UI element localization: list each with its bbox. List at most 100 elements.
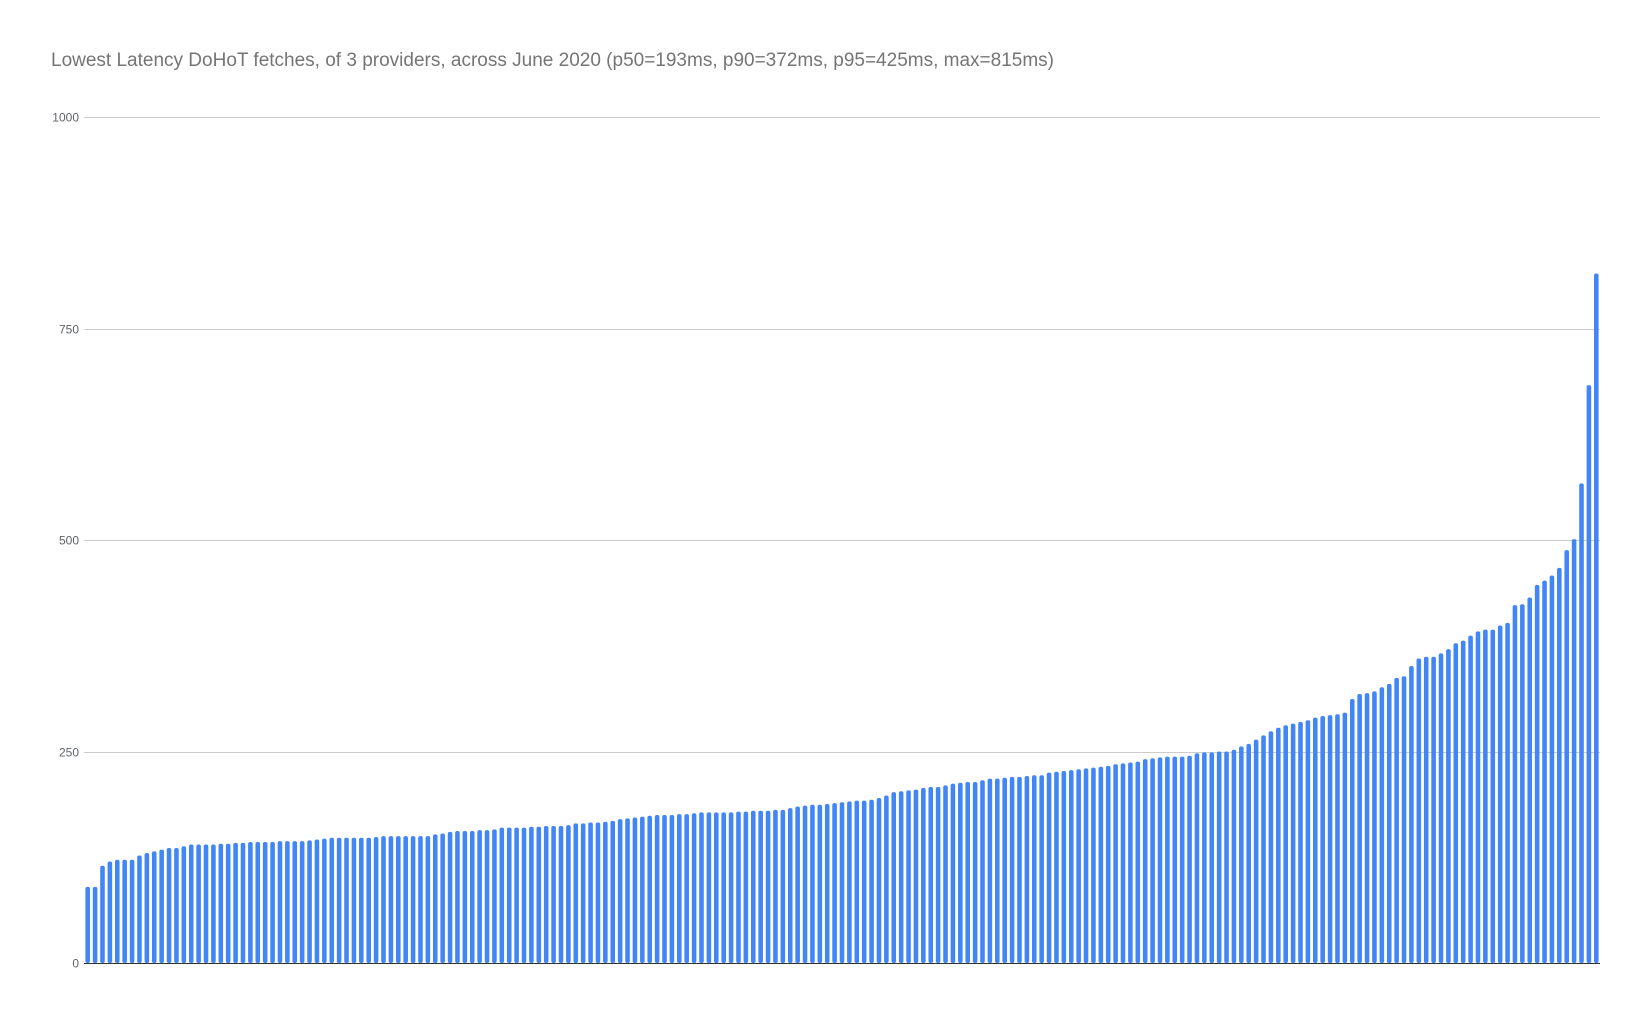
bar <box>1453 643 1459 963</box>
bar <box>188 844 194 963</box>
bar <box>543 825 549 963</box>
bar <box>928 787 934 963</box>
bar <box>736 811 741 963</box>
bar <box>233 842 238 963</box>
y-tick-label: 500 <box>59 534 79 548</box>
bar <box>1113 764 1118 963</box>
bar <box>536 826 542 963</box>
bar <box>351 837 357 963</box>
bar <box>758 810 763 963</box>
bar <box>1128 762 1133 963</box>
bar <box>129 859 135 963</box>
bar <box>484 830 490 963</box>
bar <box>1083 768 1089 963</box>
bar <box>329 837 335 963</box>
bar <box>640 816 645 963</box>
bar <box>935 787 941 963</box>
bar <box>381 836 386 963</box>
bar <box>1194 753 1200 963</box>
bar <box>566 825 571 963</box>
bar <box>418 836 423 963</box>
bar <box>1386 683 1392 963</box>
bar <box>1120 763 1126 963</box>
bar <box>884 795 889 963</box>
bar <box>144 853 150 963</box>
bar <box>248 842 253 963</box>
bar <box>307 840 312 963</box>
bar <box>802 805 808 963</box>
bar <box>669 814 675 963</box>
bar <box>1142 759 1148 963</box>
bar <box>1431 656 1436 963</box>
bar <box>1483 629 1488 963</box>
bar <box>469 831 475 963</box>
bar <box>617 819 623 963</box>
bar <box>1216 751 1222 963</box>
bar <box>551 825 556 963</box>
bar <box>388 836 394 963</box>
bar <box>1409 666 1414 963</box>
bar <box>1046 772 1052 963</box>
bar <box>299 841 305 963</box>
bar <box>107 861 113 963</box>
y-tick-label: 1000 <box>52 111 79 125</box>
bar <box>114 859 120 963</box>
bar <box>580 823 586 963</box>
bar <box>1031 775 1037 963</box>
bar <box>869 799 874 963</box>
bar <box>662 814 667 963</box>
bar <box>647 815 653 963</box>
bar <box>839 802 845 963</box>
bar <box>336 837 342 963</box>
bar <box>225 843 231 963</box>
bar <box>277 841 283 963</box>
bar <box>1490 629 1496 963</box>
bar <box>780 809 786 963</box>
bar <box>529 826 534 963</box>
bar <box>1571 539 1577 963</box>
bar <box>721 812 726 963</box>
bar <box>1290 723 1296 963</box>
bar <box>292 841 298 963</box>
bar <box>85 886 90 963</box>
bar <box>950 783 956 963</box>
bar <box>1401 676 1407 963</box>
bar <box>1105 765 1111 963</box>
bar <box>728 812 734 963</box>
bar <box>906 790 911 963</box>
bar <box>558 825 564 963</box>
bar <box>1564 550 1570 963</box>
bar <box>1349 699 1355 963</box>
bar <box>1416 658 1422 963</box>
bar <box>1394 677 1399 963</box>
bar <box>1335 714 1340 963</box>
bar <box>854 800 860 963</box>
bar <box>499 827 505 963</box>
bar <box>262 842 268 963</box>
bar <box>1298 721 1303 963</box>
bar <box>1017 776 1022 963</box>
bar <box>174 847 179 963</box>
bar <box>1253 739 1259 963</box>
bar <box>1009 776 1015 963</box>
bar <box>1320 715 1325 963</box>
bar <box>100 865 105 963</box>
bar <box>506 827 512 963</box>
bar <box>122 859 127 963</box>
bar <box>1313 717 1318 963</box>
bar <box>403 836 408 963</box>
bar <box>765 810 771 963</box>
bar <box>1283 725 1288 963</box>
bar <box>159 849 164 963</box>
bar <box>1239 746 1244 963</box>
bar <box>314 839 320 963</box>
bar <box>684 814 689 963</box>
bar <box>847 801 852 963</box>
bar <box>1024 776 1030 963</box>
bar <box>1061 770 1067 963</box>
bar <box>344 837 349 963</box>
bar <box>1505 622 1510 963</box>
y-axis-tick-labels: 0 250 500 750 1000 <box>52 111 79 971</box>
bar <box>699 812 704 963</box>
bar <box>1076 769 1081 963</box>
